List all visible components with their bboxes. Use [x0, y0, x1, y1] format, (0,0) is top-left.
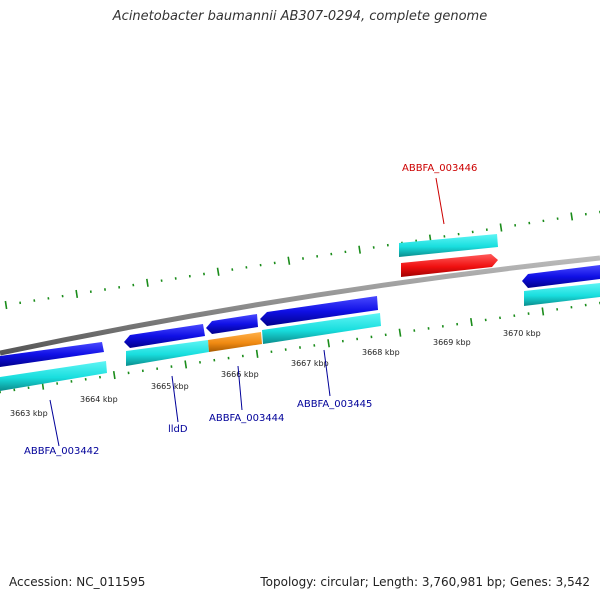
- outer-tick: [570, 212, 574, 221]
- inner-tick-ring: [0, 301, 600, 394]
- gene-strip-3447[interactable]: [524, 283, 600, 306]
- inner-tick: [184, 360, 188, 369]
- gene-strip-3445[interactable]: [262, 313, 381, 344]
- leader-line-3444: [237, 365, 243, 411]
- gene-label-abbfa-003446[interactable]: ABBFA_003446: [402, 163, 477, 174]
- tick-label: 3670 kbp: [503, 329, 541, 338]
- inner-tick: [541, 307, 545, 316]
- tick-label: 3663 kbp: [10, 409, 48, 418]
- outer-tick: [499, 223, 503, 232]
- inner-tick: [255, 349, 259, 358]
- genome-backbone: [0, 255, 600, 356]
- tick-labels: 3663 kbp 3664 kbp 3665 kbp 3666 kbp 3667…: [10, 329, 541, 418]
- cds-arrow-3446-highlight[interactable]: [401, 254, 498, 277]
- cds-arrow-3444[interactable]: [206, 314, 258, 334]
- gene-strip-3442[interactable]: [0, 361, 107, 391]
- inner-tick: [470, 317, 473, 327]
- pseudo-strip-3444[interactable]: [208, 332, 262, 352]
- leader-line-3442: [49, 399, 60, 447]
- outer-tick: [75, 289, 79, 299]
- gene-label-abbfa-003442[interactable]: ABBFA_003442: [24, 446, 99, 457]
- page-title: Acinetobacter baumannii AB307-0294, comp…: [112, 9, 488, 24]
- tick-label: 3669 kbp: [433, 338, 471, 347]
- inner-tick: [398, 328, 402, 337]
- tick-label: 3665 kbp: [151, 382, 189, 391]
- cds-arrow-lldd[interactable]: [124, 324, 205, 348]
- inner-tick: [112, 370, 116, 380]
- gene-label-leaders: [49, 177, 445, 447]
- tick-label: 3666 kbp: [221, 370, 259, 379]
- outer-tick: [146, 278, 149, 287]
- outer-tick: [216, 267, 220, 276]
- gene-strip-lldd[interactable]: [126, 340, 209, 366]
- cds-arrow-3445[interactable]: [260, 296, 378, 326]
- outer-tick-ring: [4, 210, 600, 310]
- inner-tick: [327, 339, 330, 348]
- accession-text: Accession: NC_011595: [9, 575, 146, 589]
- gene-labels: ABBFA_003442 lldD ABBFA_003444 ABBFA_003…: [24, 163, 477, 457]
- gene-strip-3446[interactable]: [399, 234, 498, 257]
- genome-summary-text: Topology: circular; Length: 3,760,981 bp…: [260, 575, 590, 589]
- cds-arrow-3442[interactable]: [0, 342, 104, 367]
- tick-label: 3668 kbp: [362, 348, 400, 357]
- gene-label-abbfa-003444[interactable]: ABBFA_003444: [209, 413, 284, 424]
- outer-tick: [287, 256, 291, 265]
- gene-label-abbfa-003445[interactable]: ABBFA_003445: [297, 399, 372, 410]
- outer-tick: [4, 300, 8, 310]
- leader-line-3445: [323, 349, 331, 397]
- tick-label: 3667 kbp: [291, 359, 329, 368]
- tick-label: 3664 kbp: [80, 395, 118, 404]
- gene-label-lldd[interactable]: lldD: [168, 424, 188, 435]
- cds-arrow-3447[interactable]: [522, 265, 600, 288]
- outer-tick: [358, 245, 361, 254]
- leader-line-lldd: [171, 375, 179, 423]
- leader-line-3446: [435, 177, 445, 225]
